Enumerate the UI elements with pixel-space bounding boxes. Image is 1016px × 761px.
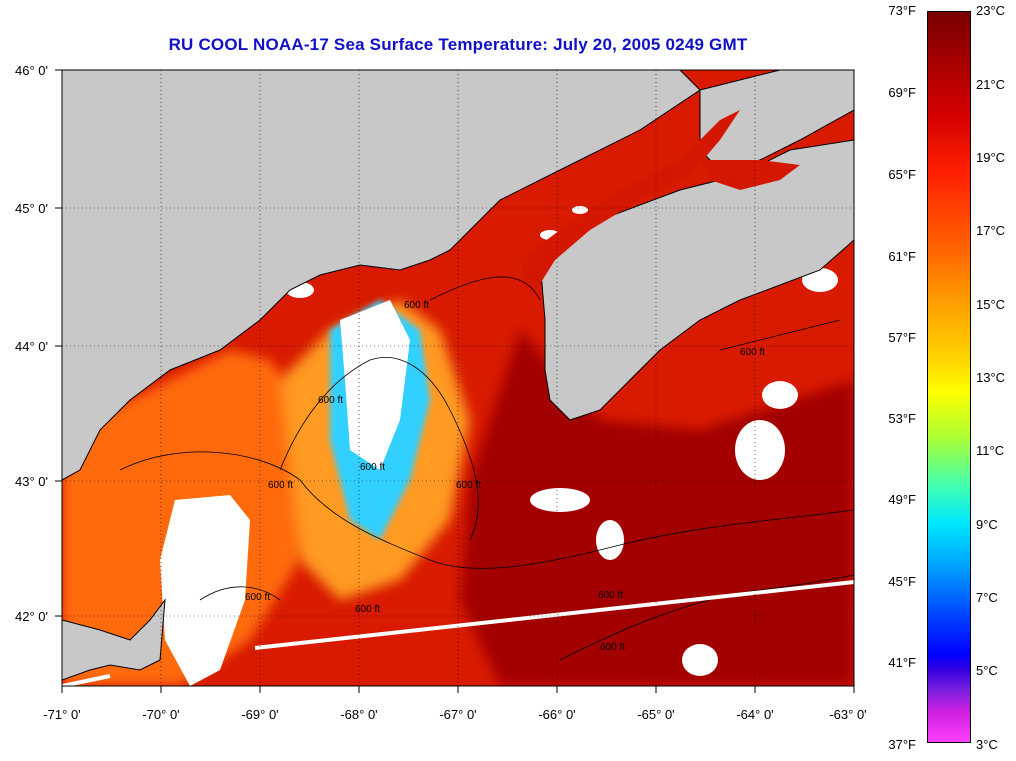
celsius-label: 13°C [976,370,1006,385]
celsius-label: 9°C [976,517,998,532]
map-title: RU COOL NOAA-17 Sea Surface Temperature:… [168,35,748,54]
graticule [62,70,854,686]
lon-tick-label: -68° 0' [340,707,377,722]
contour-label: 600 ft [600,642,625,653]
fahrenheit-label: 37°F [888,737,916,752]
celsius-label: 11°C [976,443,1005,458]
celsius-label: 15°C [976,297,1006,312]
lon-tick-label: -64° 0' [736,707,773,722]
longitude-labels: -71° 0' -70° 0' -69° 0' -68° 0' -67° 0' … [43,707,866,722]
depth-contours [119,276,854,661]
lat-tick-label: 45° 0' [15,201,48,216]
celsius-label: 21°C [976,77,1006,92]
fahrenheit-label: 49°F [888,492,916,507]
lon-tick-label: -63° 0' [829,707,866,722]
latitude-labels: 46° 0' 45° 0' 44° 0' 43° 0' 42° 0' [15,63,48,624]
lon-tick-label: -66° 0' [538,707,575,722]
contour-label: 600 ft [404,300,429,311]
lon-tick-label: -69° 0' [241,707,278,722]
lon-tick-label: -71° 0' [43,707,80,722]
fahrenheit-label: 57°F [888,330,916,345]
cloud-cover [160,206,838,686]
celsius-label: 7°C [976,590,998,605]
contour-label: 600 ft [360,462,385,473]
fahrenheit-label: 65°F [888,167,916,182]
fahrenheit-label: 69°F [888,85,916,100]
lat-tick-label: 43° 0' [15,474,48,489]
lon-tick-label: -65° 0' [637,707,674,722]
land [62,70,854,681]
fahrenheit-label: 73°F [888,3,916,18]
fahrenheit-label: 61°F [888,249,916,264]
bay-of-fundy [520,110,740,300]
fahrenheit-label: 53°F [888,411,916,426]
lon-tick-label: -67° 0' [439,707,476,722]
contour-label: 600 ft [598,590,623,601]
contour-label: 600 ft [355,604,380,615]
contour-label: 600 ft [456,480,481,491]
contour-label: 600 ft [740,347,765,358]
fahrenheit-label: 45°F [888,574,916,589]
lat-tick-label: 46° 0' [15,63,48,78]
lat-tick-label: 44° 0' [15,339,48,354]
contour-label: 600 ft [268,480,293,491]
celsius-label: 23°C [976,3,1006,18]
contour-labels: 600 ft 600 ft 600 ft 600 ft 600 ft 600 f… [245,300,765,653]
contour-label: 600 ft [245,592,270,603]
celsius-label: 5°C [976,663,998,678]
swath-edge [254,580,854,650]
celsius-label: 19°C [976,150,1006,165]
celsius-label: 3°C [976,737,998,752]
contour-label: 600 ft [318,395,343,406]
temperature-colorbar [927,11,971,743]
frame-ticks [55,69,855,693]
lat-tick-label: 42° 0' [15,609,48,624]
fahrenheit-label: 41°F [888,655,916,670]
warm-water-region [460,330,854,686]
celsius-label: 17°C [976,223,1006,238]
lon-tick-label: -70° 0' [142,707,179,722]
